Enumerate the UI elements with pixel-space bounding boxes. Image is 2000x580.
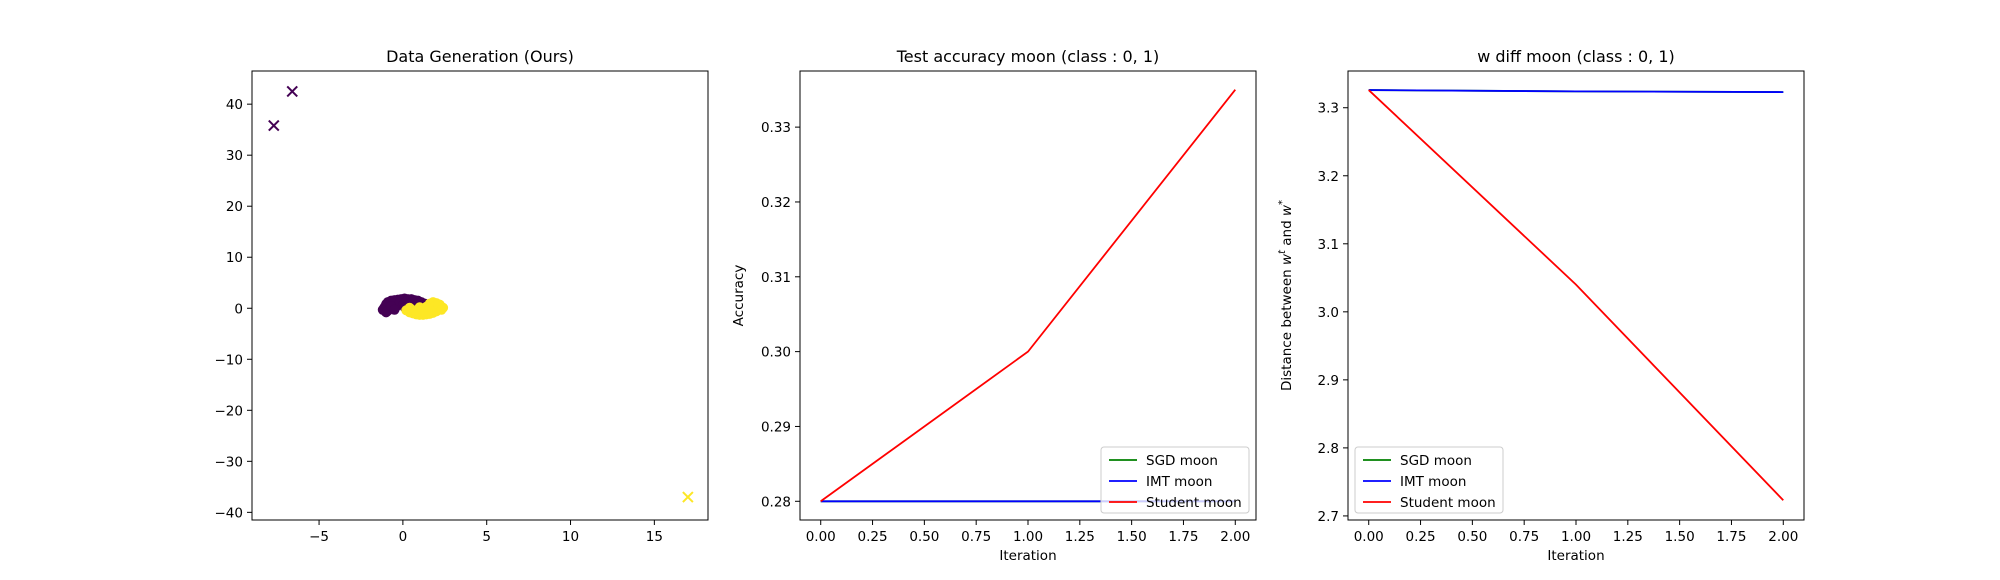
y-tick-label: −40	[215, 505, 244, 521]
legend-label: IMT moon	[1146, 474, 1212, 490]
x-tick-label: 1.50	[1117, 529, 1147, 545]
x-tick-label: 0.75	[1509, 529, 1539, 545]
x-tick-label: 1.75	[1168, 529, 1198, 545]
y-tick-label: 10	[226, 250, 243, 266]
x-tick-label: 0.75	[961, 529, 991, 545]
x-tick-label: 1.50	[1665, 529, 1695, 545]
scatter-point	[436, 304, 447, 315]
x-tick-label: 10	[562, 529, 579, 545]
plot-area	[1368, 89, 1784, 501]
y-tick-label: 3.2	[1318, 169, 1339, 185]
y-tick-label: −20	[215, 403, 244, 419]
x-tick-label: 1.25	[1613, 529, 1643, 545]
y-tick-label: 2.9	[1318, 373, 1339, 389]
y-tick-label: 0.28	[761, 494, 791, 510]
y-tick-label: 2.7	[1318, 509, 1339, 525]
x-tick-label: −5	[309, 529, 329, 545]
y-tick-label: 40	[226, 97, 243, 113]
y-label-part: t	[1277, 249, 1288, 254]
legend-box	[1354, 446, 1504, 514]
y-axis-label: Distance between wt and w*	[1277, 200, 1295, 391]
y-label-part: Distance between	[1279, 265, 1295, 391]
axes-frame	[251, 70, 709, 521]
y-label-part: and	[1279, 216, 1295, 250]
legend: SGD moon IMT moon Student moon	[1100, 446, 1250, 514]
y-tick-label: 0.30	[761, 345, 791, 361]
legend-label: SGD moon	[1400, 453, 1472, 469]
chart-title: Test accuracy moon (class : 0, 1)	[896, 47, 1160, 66]
scatter-x-marker	[682, 491, 694, 503]
chart-title: w diff moon (class : 0, 1)	[1477, 47, 1675, 66]
y-tick-label: 3.3	[1318, 101, 1339, 117]
legend-label: Student moon	[1146, 495, 1242, 511]
x-axis-label: Iteration	[1547, 548, 1604, 564]
series-line-student-moon	[1368, 89, 1784, 501]
x-tick-label: 0.50	[909, 529, 939, 545]
x-tick-label: 5	[482, 529, 491, 545]
x-tick-label: 2.00	[1768, 529, 1798, 545]
scatter-point	[414, 302, 425, 313]
x-tick-label: 0.00	[1354, 529, 1384, 545]
y-tick-label: 0.29	[761, 419, 791, 435]
chart-1: Test accuracy moon (class : 0, 1) 0.00 0.2…	[731, 47, 1257, 564]
x-tick-label: 0.00	[806, 529, 836, 545]
chart-2: w diff moon (class : 0, 1) 0.00 0.25 0.50 0.…	[1277, 47, 1805, 564]
x-tick-label: 0.25	[858, 529, 888, 545]
x-tick-label: 0.25	[1406, 529, 1436, 545]
plot-area	[820, 89, 1236, 503]
chart-title: Data Generation (Ours)	[386, 47, 574, 66]
series-line-student-moon	[820, 89, 1236, 503]
legend-label: SGD moon	[1146, 453, 1218, 469]
legend-label: IMT moon	[1400, 474, 1466, 490]
scatter-point	[404, 302, 415, 313]
y-tick-label: −30	[215, 454, 244, 470]
y-tick-label: 3.0	[1318, 305, 1339, 321]
y-tick-label: 0	[234, 301, 243, 317]
y-tick-label: 0.31	[761, 270, 791, 286]
x-tick-label: 1.00	[1013, 529, 1043, 545]
y-tick-label: 0.33	[761, 120, 791, 136]
x-tick-label: 15	[646, 529, 663, 545]
x-tick-label: 1.00	[1561, 529, 1591, 545]
y-label-part: w	[1279, 204, 1295, 216]
y-tick-label: 30	[226, 148, 243, 164]
x-tick-label: 2.00	[1220, 529, 1250, 545]
x-tick-label: 0	[399, 529, 408, 545]
y-tick-label: 3.1	[1318, 237, 1339, 253]
scatter-point	[389, 304, 400, 315]
y-label-part: w	[1279, 253, 1295, 265]
x-tick-label: 1.75	[1716, 529, 1746, 545]
x-tick-label: 1.25	[1065, 529, 1095, 545]
x-axis-label: Iteration	[999, 548, 1056, 564]
scatter-x-marker	[286, 85, 298, 98]
plot-area	[268, 85, 694, 503]
y-tick-label: 20	[226, 199, 243, 215]
chart-0: Data Generation (Ours) −5 0 5 10 15 −40 −30 −20 −…	[215, 47, 709, 545]
legend-box	[1100, 446, 1250, 514]
legend-label: Student moon	[1400, 495, 1496, 511]
y-label-part: *	[1277, 200, 1288, 205]
legend: SGD moon IMT moon Student moon	[1354, 446, 1504, 514]
series-line-imt-moon	[1368, 89, 1784, 93]
x-tick-label: 0.50	[1457, 529, 1487, 545]
y-tick-label: 0.32	[761, 195, 791, 211]
y-tick-label: 2.8	[1318, 441, 1339, 457]
y-tick-label: −10	[215, 352, 244, 368]
y-axis-label: Accuracy	[731, 265, 747, 327]
scatter-x-marker	[268, 119, 280, 132]
